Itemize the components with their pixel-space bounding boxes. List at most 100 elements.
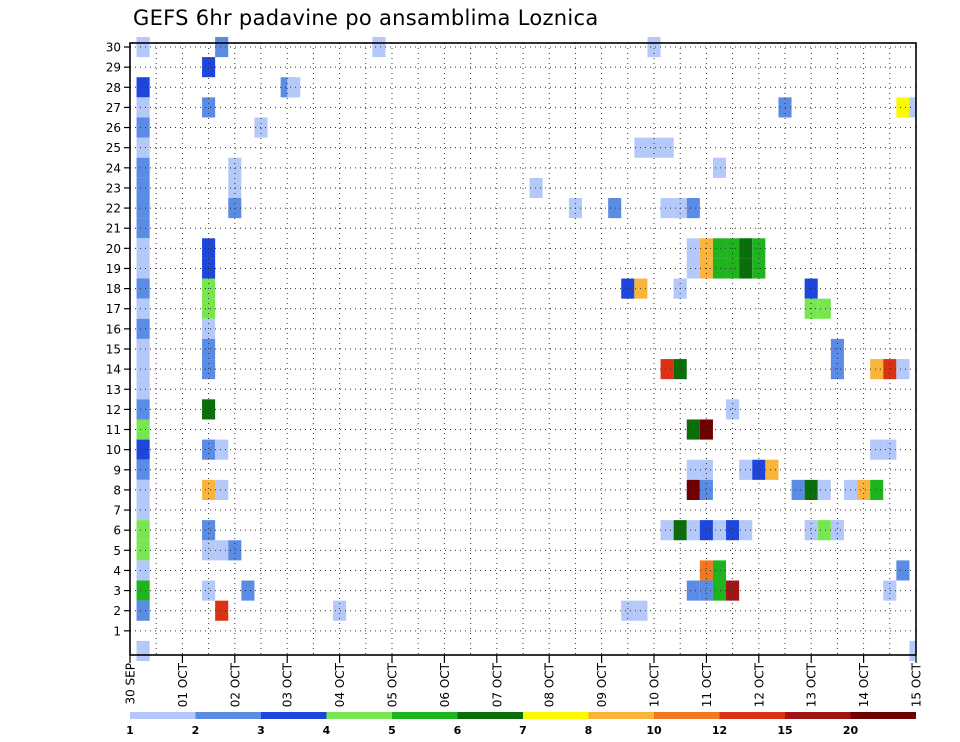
colorbar-swatch bbox=[130, 712, 196, 719]
heatmap-cell bbox=[765, 459, 779, 480]
heatmap-cell bbox=[883, 439, 897, 460]
heatmap-cell bbox=[699, 459, 713, 480]
y-tick-label: 13 bbox=[106, 383, 121, 397]
colorbar-swatch bbox=[523, 712, 589, 719]
y-tick-label: 25 bbox=[106, 141, 121, 155]
colorbar-swatch bbox=[588, 712, 654, 719]
colorbar-swatch bbox=[195, 712, 261, 719]
y-tick-label: 18 bbox=[106, 282, 121, 296]
x-tick-label: 09 OCT bbox=[595, 662, 609, 707]
heatmap-cell bbox=[136, 600, 150, 621]
heatmap-cell bbox=[712, 560, 727, 581]
heatmap-cell bbox=[372, 36, 386, 58]
heatmap-cell bbox=[896, 359, 910, 380]
heatmap-cell bbox=[136, 117, 150, 138]
heatmap-cell bbox=[752, 459, 766, 480]
heatmap-cell bbox=[817, 298, 831, 319]
colorbar-label: 20 bbox=[843, 724, 859, 737]
heatmap-cell bbox=[215, 600, 229, 621]
heatmap-cell bbox=[136, 218, 150, 239]
y-tick-label: 14 bbox=[106, 363, 121, 377]
heatmap-cell bbox=[896, 560, 910, 581]
y-tick-label: 23 bbox=[106, 181, 121, 195]
heatmap-cell bbox=[136, 560, 150, 581]
y-tick-label: 5 bbox=[113, 544, 121, 558]
heatmap-cell bbox=[136, 157, 150, 178]
heatmap-cell bbox=[726, 580, 740, 601]
x-tick-label: 07 OCT bbox=[490, 662, 504, 707]
heatmap-cell bbox=[686, 258, 700, 279]
heatmap-cell bbox=[136, 520, 150, 541]
y-tick-label: 7 bbox=[113, 504, 121, 518]
x-axis: 30 SEP 01 OCT 02 OCT 03 OCT 04 OCT 05 OCT 06 O… bbox=[124, 655, 924, 707]
x-tick-label: 10 OCT bbox=[648, 662, 662, 707]
x-tick-label: 05 OCT bbox=[386, 662, 400, 707]
heatmap-cell bbox=[726, 520, 740, 541]
colorbar-swatch bbox=[392, 712, 458, 719]
y-tick-label: 26 bbox=[106, 121, 121, 135]
heatmap-cell bbox=[228, 540, 242, 561]
colorbar-swatch bbox=[457, 712, 523, 719]
heatmap-cell bbox=[136, 177, 150, 199]
heatmap-cell bbox=[136, 338, 150, 360]
heatmap-cell bbox=[136, 479, 150, 500]
x-tick-label: 13 OCT bbox=[805, 662, 819, 707]
heatmap-cell bbox=[830, 359, 844, 380]
y-tick-label: 28 bbox=[106, 81, 121, 95]
heatmap-cell bbox=[136, 459, 150, 480]
x-tick-label: 01 OCT bbox=[176, 662, 190, 707]
colorbar-label: 3 bbox=[257, 724, 265, 737]
heatmap-cell bbox=[136, 318, 150, 339]
y-tick-label: 11 bbox=[106, 423, 121, 437]
heatmap-cell bbox=[699, 580, 713, 601]
heatmap-cell bbox=[202, 540, 216, 561]
heatmap-cell bbox=[136, 379, 150, 400]
heatmap-cell bbox=[686, 238, 700, 259]
heatmap-cell bbox=[660, 137, 674, 158]
x-tick-label: 04 OCT bbox=[333, 662, 347, 707]
y-tick-label: 3 bbox=[113, 584, 121, 598]
y-tick-label: 29 bbox=[106, 61, 121, 75]
x-tick-label: 12 OCT bbox=[752, 662, 766, 707]
heatmap-cell bbox=[699, 479, 713, 500]
chart-title: GEFS 6hr padavine po ansamblima Loznica bbox=[133, 6, 599, 30]
y-tick-label: 10 bbox=[106, 443, 121, 457]
heatmap-cell bbox=[136, 137, 150, 158]
colorbar-label: 1 bbox=[126, 724, 134, 737]
grid-layer bbox=[129, 43, 917, 655]
heatmap-cell bbox=[660, 198, 674, 219]
heatmap-cell bbox=[333, 600, 347, 621]
heatmap-cell bbox=[136, 439, 150, 460]
heatmap-cell bbox=[883, 580, 897, 601]
y-axis: 1234567891011121314151617181920212223242… bbox=[106, 41, 130, 638]
heatmap-cell bbox=[621, 600, 635, 621]
colorbar-swatch bbox=[326, 712, 392, 719]
y-tick-label: 8 bbox=[113, 483, 121, 497]
heatmap-cell bbox=[699, 520, 713, 541]
heatmap-cell bbox=[804, 479, 818, 500]
heatmap-cell bbox=[136, 540, 150, 561]
heatmap-cell bbox=[136, 419, 150, 440]
y-tick-label: 21 bbox=[106, 222, 121, 236]
colorbar-swatch bbox=[719, 712, 785, 719]
heatmap-cell bbox=[228, 177, 242, 199]
colorbar-swatch bbox=[850, 712, 916, 719]
heatmap-cell bbox=[712, 238, 727, 259]
y-tick-label: 6 bbox=[113, 524, 121, 538]
heatmap-cell bbox=[909, 97, 916, 118]
colorbar-swatch bbox=[261, 712, 327, 719]
heatmap-cell bbox=[647, 36, 661, 58]
y-tick-label: 4 bbox=[113, 564, 121, 578]
heatmap-cell bbox=[608, 198, 622, 219]
x-tick-label: 11 OCT bbox=[700, 662, 714, 707]
colorbar: 1 2 3 4 5 6 7 8 10 12 15 20 bbox=[126, 712, 916, 737]
heatmap-cell bbox=[699, 419, 713, 440]
heatmap-cell bbox=[830, 520, 844, 541]
heatmap-cell bbox=[202, 399, 216, 420]
heatmap-cell bbox=[791, 479, 805, 500]
x-tick-label: 06 OCT bbox=[438, 662, 452, 707]
heatmap-cell bbox=[202, 580, 216, 601]
x-tick-label: 02 OCT bbox=[228, 662, 242, 707]
x-tick-label: 03 OCT bbox=[281, 662, 295, 707]
